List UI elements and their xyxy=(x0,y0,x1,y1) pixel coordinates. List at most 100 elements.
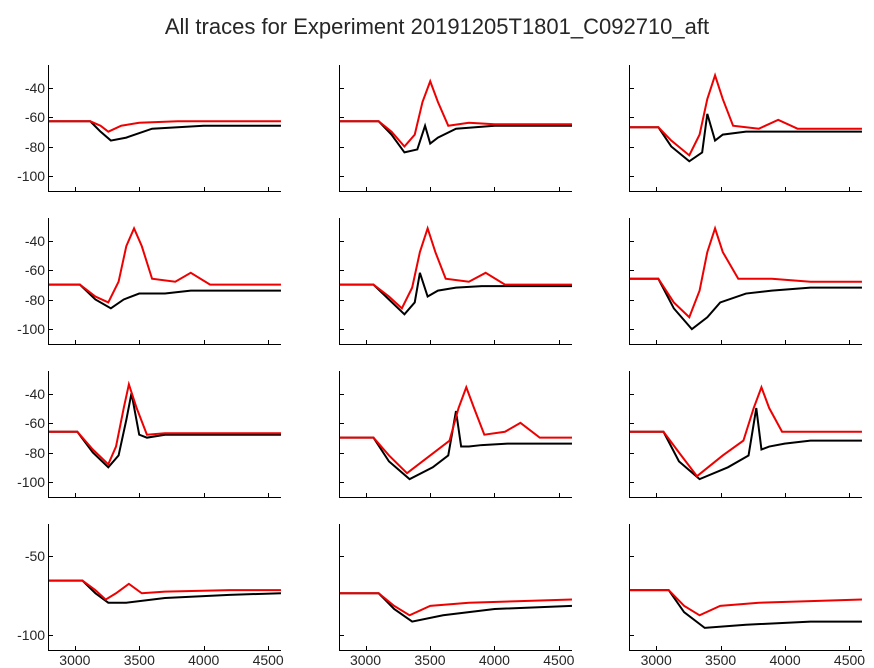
ytick-mark xyxy=(339,329,344,330)
xtick-label: 4500 xyxy=(834,650,865,668)
trace-black xyxy=(49,122,281,141)
ytick-mark xyxy=(339,117,344,118)
ytick-label: -100 xyxy=(17,321,49,337)
ytick-mark xyxy=(339,635,344,636)
xtick-mark xyxy=(656,493,657,498)
trace-black xyxy=(630,114,862,161)
axes xyxy=(339,65,572,192)
trace-red xyxy=(630,590,862,615)
xtick-label: 3000 xyxy=(350,650,381,668)
ytick-mark xyxy=(339,482,344,483)
xtick-label: 3000 xyxy=(59,650,90,668)
plot-area xyxy=(630,218,862,344)
xtick-mark xyxy=(75,340,76,345)
ytick-mark xyxy=(339,88,344,89)
xtick-label: 3500 xyxy=(414,650,445,668)
axes xyxy=(629,371,862,498)
trace-black xyxy=(340,122,572,153)
ytick-label: -50 xyxy=(25,548,49,564)
ytick-label: -60 xyxy=(25,415,49,431)
trace-red xyxy=(340,388,572,474)
xtick-label: 4500 xyxy=(253,650,284,668)
ytick-mark xyxy=(339,147,344,148)
ytick-mark xyxy=(339,453,344,454)
xtick-mark xyxy=(268,187,269,192)
xtick-mark xyxy=(559,187,560,192)
ytick-label: -40 xyxy=(25,386,49,402)
subplot-3-0: -50-1003000350040004500 xyxy=(6,519,287,654)
ytick-label: -100 xyxy=(17,168,49,184)
axes xyxy=(629,65,862,192)
xtick-label: 4000 xyxy=(188,650,219,668)
xtick-mark xyxy=(721,493,722,498)
xtick-label: 3000 xyxy=(641,650,672,668)
ytick-mark xyxy=(629,556,634,557)
xtick-mark xyxy=(494,493,495,498)
ytick-mark xyxy=(629,453,634,454)
ytick-mark xyxy=(629,300,634,301)
xtick-label: 4000 xyxy=(769,650,800,668)
ytick-label: -40 xyxy=(25,80,49,96)
axes xyxy=(339,218,572,345)
trace-black xyxy=(49,394,281,468)
plot-area xyxy=(49,218,281,344)
ytick-mark xyxy=(629,117,634,118)
subplot-2-0: -40-60-80-100 xyxy=(6,366,287,501)
xtick-mark xyxy=(366,187,367,192)
xtick-mark xyxy=(75,493,76,498)
subplot-3-1: 3000350040004500 xyxy=(297,519,578,654)
xtick-mark xyxy=(430,493,431,498)
plot-area xyxy=(630,371,862,497)
xtick-mark xyxy=(430,340,431,345)
xtick-mark xyxy=(785,187,786,192)
figure: All traces for Experiment 20191205T1801_… xyxy=(0,0,874,656)
xtick-mark xyxy=(494,187,495,192)
trace-black xyxy=(630,408,862,479)
xtick-mark xyxy=(268,340,269,345)
xtick-mark xyxy=(656,340,657,345)
subplot-3-2: 3000350040004500 xyxy=(587,519,868,654)
trace-red xyxy=(630,388,862,477)
trace-red xyxy=(49,385,281,465)
subplot-0-2 xyxy=(587,60,868,195)
subplot-0-0: -40-60-80-100 xyxy=(6,60,287,195)
trace-red xyxy=(49,581,281,600)
ytick-mark xyxy=(629,329,634,330)
subplot-grid: -40-60-80-100-40-60-80-100-40-60-80-100-… xyxy=(6,60,868,654)
ytick-mark xyxy=(629,423,634,424)
trace-red xyxy=(340,594,572,616)
ytick-label: -40 xyxy=(25,233,49,249)
axes: 3000350040004500 xyxy=(339,524,572,651)
axes xyxy=(339,371,572,498)
xtick-mark xyxy=(849,493,850,498)
plot-area xyxy=(630,524,862,650)
xtick-mark xyxy=(204,493,205,498)
trace-red xyxy=(630,229,862,318)
figure-title: All traces for Experiment 20191205T1801_… xyxy=(0,14,874,40)
trace-black xyxy=(630,279,862,329)
xtick-mark xyxy=(721,187,722,192)
xtick-mark xyxy=(721,340,722,345)
xtick-label: 4000 xyxy=(479,650,510,668)
ytick-mark xyxy=(339,556,344,557)
xtick-mark xyxy=(139,187,140,192)
ytick-label: -80 xyxy=(25,292,49,308)
subplot-2-1 xyxy=(297,366,578,501)
xtick-mark xyxy=(139,340,140,345)
trace-black xyxy=(340,411,572,479)
ytick-mark xyxy=(629,270,634,271)
axes: -40-60-80-100 xyxy=(48,65,281,192)
axes: 3000350040004500 xyxy=(629,524,862,651)
trace-red xyxy=(340,82,572,147)
plot-area xyxy=(340,65,572,191)
ytick-mark xyxy=(629,482,634,483)
xtick-label: 4500 xyxy=(543,650,574,668)
ytick-mark xyxy=(339,300,344,301)
ytick-mark xyxy=(629,176,634,177)
trace-black xyxy=(630,590,862,628)
subplot-0-1 xyxy=(297,60,578,195)
xtick-mark xyxy=(559,340,560,345)
plot-area xyxy=(49,371,281,497)
ytick-mark xyxy=(339,241,344,242)
xtick-mark xyxy=(204,187,205,192)
